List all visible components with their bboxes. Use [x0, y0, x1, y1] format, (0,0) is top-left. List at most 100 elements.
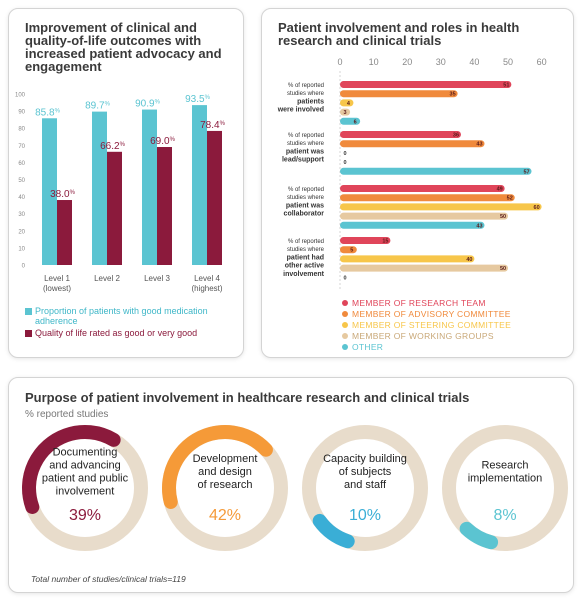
legend-swatch-quality-of-life	[25, 330, 32, 337]
legend-quality-of-life: Quality of life rated as good or very go…	[25, 328, 240, 338]
legend-label: MEMBER OF ADVISORY COMMITTEE	[352, 309, 511, 319]
x-tick-label: 0	[337, 57, 342, 67]
y-tick-label: 40	[18, 195, 25, 201]
role-bar	[340, 221, 485, 229]
x-tick-label: 10	[369, 57, 379, 67]
y-tick-label: 100	[15, 93, 26, 99]
bar-value-label: 51	[503, 83, 509, 89]
row-label: collaborator	[284, 211, 325, 218]
row-label: patient had	[287, 254, 324, 261]
role-bar	[340, 99, 354, 107]
donut-track	[442, 425, 568, 551]
legend-label-adherence: Proportion of patients with good medicat…	[35, 306, 208, 326]
legend-label: MEMBER OF STEERING COMMITTEE	[352, 320, 512, 330]
bar-value-label: 0	[343, 160, 346, 166]
bar-quality-of-life	[57, 200, 72, 265]
donut-label: Development	[193, 453, 258, 465]
donut-segment	[302, 425, 429, 551]
data-label: 38.0%	[50, 189, 75, 200]
donut-label: and advancing	[49, 460, 121, 472]
row-label: % of reported	[288, 133, 324, 139]
data-label: 90.9%	[135, 99, 160, 110]
bar-value-label: 43	[476, 223, 482, 229]
bar-value-label: 6	[354, 119, 357, 125]
bar-adherence	[42, 118, 57, 265]
x-tick-label: 60	[537, 57, 547, 67]
bar-quality-of-life	[157, 147, 172, 265]
row-label: involvement	[283, 271, 325, 278]
row-label: studies where	[287, 195, 325, 201]
x-category-label: Level 3	[144, 274, 170, 283]
role-bar	[340, 203, 542, 211]
legend-dot	[342, 344, 348, 350]
bar-adherence	[142, 109, 157, 265]
role-bar	[340, 185, 505, 192]
bar-value-label: 57	[523, 169, 529, 175]
row-label: patient was	[286, 148, 324, 155]
donut-label: of research	[197, 479, 252, 491]
adherence-chart-panel: Improvement of clinical and quality-of-l…	[8, 8, 244, 358]
legend-dot	[342, 322, 348, 328]
role-bar	[340, 167, 532, 175]
bar-adherence	[92, 111, 107, 265]
row-label: lead/support	[282, 157, 325, 164]
adherence-chart-title: Improvement of clinical and quality-of-l…	[25, 20, 222, 74]
bar-value-label: 50	[500, 266, 506, 272]
row-label: % of reported	[288, 239, 324, 245]
role-bar	[340, 194, 515, 202]
y-tick-label: 30	[18, 212, 25, 218]
role-bar	[340, 264, 508, 272]
legend-dot	[342, 300, 348, 306]
legend-swatch-adherence	[25, 308, 32, 315]
legend-adherence: Proportion of patients with good medicat…	[25, 306, 240, 326]
bar-quality-of-life	[207, 130, 222, 265]
y-tick-label: 50	[18, 178, 25, 184]
donut-label: and staff	[344, 479, 387, 491]
row-label: studies where	[287, 91, 325, 97]
roles-chart-panel: Patient involvement and roles in health …	[261, 8, 574, 358]
bar-quality-of-life	[107, 151, 122, 265]
data-label: 66.2%	[100, 141, 125, 152]
y-tick-label: 20	[18, 229, 25, 235]
row-label: % of reported	[288, 83, 324, 89]
data-label: 93.5%	[185, 94, 210, 105]
role-bar	[340, 117, 361, 125]
x-tick-label: 30	[436, 57, 446, 67]
bar-value-label: 4	[347, 101, 351, 107]
bar-value-label: 49	[497, 187, 503, 193]
x-category-label: (highest)	[191, 284, 222, 293]
legend-item: MEMBER OF RESEARCH TEAM	[342, 298, 486, 308]
legend-label: MEMBER OF WORKING GROUPS	[352, 331, 494, 341]
donut-value: 39%	[69, 507, 101, 524]
legend-label: MEMBER OF RESEARCH TEAM	[352, 298, 486, 308]
legend-label-quality-of-life: Quality of life rated as good or very go…	[35, 328, 198, 338]
donut-label: Capacity building	[323, 453, 407, 465]
bar-value-label: 43	[476, 142, 482, 148]
purpose-chart-subtitle: % reported studies	[25, 409, 109, 420]
purpose-chart-footnote: Total number of studies/clinical trials=…	[31, 574, 186, 584]
donut-segment	[162, 425, 288, 551]
legend-dot	[342, 333, 348, 339]
bar-value-label: 36	[453, 133, 459, 139]
role-bar	[340, 81, 512, 88]
y-tick-label: 70	[18, 144, 25, 150]
donut-value: 42%	[209, 507, 241, 524]
legend-item: MEMBER OF ADVISORY COMMITTEE	[342, 309, 511, 319]
row-label: other active	[285, 263, 324, 270]
data-label: 85.8%	[35, 107, 60, 118]
role-bar	[340, 140, 485, 148]
x-category-label: Level 1	[44, 274, 70, 283]
donut-label: Documenting	[53, 447, 118, 459]
donut-label: Research	[481, 460, 528, 472]
donut-label: implementation	[468, 473, 543, 485]
bar-value-label: 0	[343, 275, 346, 281]
bar-adherence	[192, 105, 207, 266]
y-tick-label: 0	[22, 264, 26, 270]
purpose-chart-title: Purpose of patient involvement in health…	[25, 390, 470, 405]
y-tick-label: 60	[18, 161, 25, 167]
data-label: 78.4%	[200, 120, 225, 131]
legend-item: MEMBER OF WORKING GROUPS	[342, 331, 494, 341]
role-bar	[340, 212, 508, 220]
